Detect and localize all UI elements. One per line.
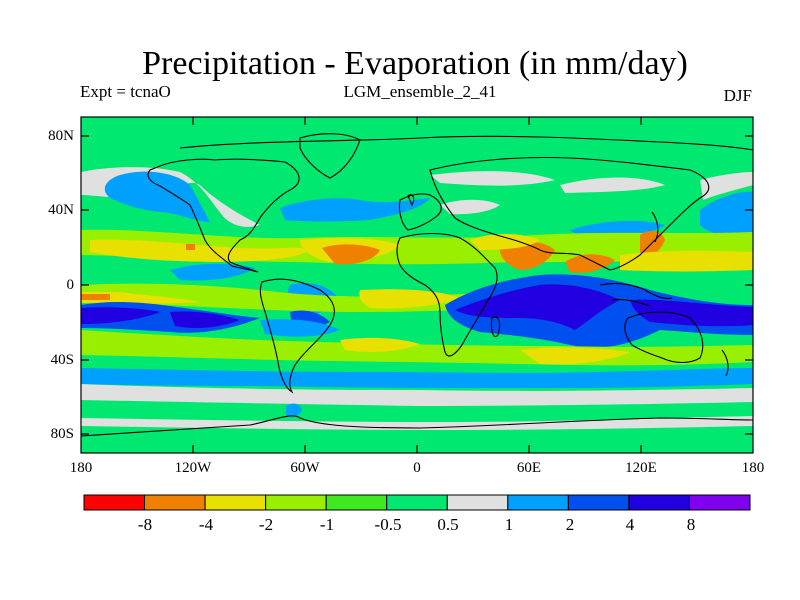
band-arabian-yellow bbox=[470, 234, 540, 250]
band-south-atlantic-yellow-band bbox=[340, 337, 420, 352]
plot-title: Precipitation - Evaporation (in mm/day) bbox=[142, 45, 688, 82]
band-warm-pool-indigo bbox=[455, 284, 620, 330]
coast-uk bbox=[407, 194, 415, 207]
band-north-subtropics-yellow bbox=[90, 239, 310, 262]
band-north-atlantic-gray bbox=[440, 199, 500, 215]
lon-label-0: 0 bbox=[413, 460, 421, 476]
lon-label-60e: 60E bbox=[516, 460, 542, 476]
colorbar-label: -1 bbox=[319, 515, 335, 534]
band-siberia-gray bbox=[430, 171, 555, 186]
colorbar-label: 0.5 bbox=[437, 515, 459, 534]
band-west-pacific-orange bbox=[640, 230, 665, 259]
band-east-pacific-blue bbox=[170, 263, 255, 281]
lon-label-60w: 60W bbox=[290, 460, 320, 476]
colorbar-swatch bbox=[628, 494, 690, 511]
band-bengal-orange bbox=[565, 254, 615, 273]
colorbar-swatch bbox=[325, 494, 388, 511]
band-equatorial-yellow bbox=[81, 292, 200, 304]
band-spot-orange bbox=[186, 244, 195, 250]
band-east-asia-gray bbox=[560, 177, 665, 193]
coast-africa bbox=[396, 232, 498, 357]
colorbar-swatch bbox=[446, 494, 509, 511]
lon-label-120e: 120E bbox=[625, 460, 657, 476]
lon-label-120w: 120W bbox=[174, 460, 212, 476]
lon-label-180w: 180 bbox=[69, 460, 93, 476]
colorbar-label: -4 bbox=[198, 515, 214, 534]
band-equatorial-orange bbox=[81, 294, 110, 300]
colorbar-swatch bbox=[265, 494, 327, 511]
coast-australia bbox=[624, 311, 704, 364]
band-antarctic-gray bbox=[81, 416, 753, 430]
colorbar-label: 1 bbox=[504, 515, 514, 534]
band-northeast-pacific-gray bbox=[700, 172, 753, 200]
colorbar-label: 8 bbox=[686, 515, 696, 534]
coast-indonesia bbox=[599, 283, 673, 307]
colorbar-label: 2 bbox=[565, 515, 575, 534]
lon-label-180e: 180 bbox=[741, 460, 765, 476]
band-south-pacific-indigo bbox=[81, 307, 160, 324]
coast-japan bbox=[651, 211, 659, 243]
lat-label-40n: 40N bbox=[48, 202, 74, 218]
colorbar-label: -0.5 bbox=[374, 515, 402, 534]
coast-new-zealand bbox=[721, 349, 729, 377]
coast-north-america bbox=[147, 158, 300, 273]
band-weddell-blue bbox=[286, 403, 302, 418]
lat-ticks bbox=[81, 135, 753, 435]
band-southern-ocean-gray bbox=[81, 384, 753, 406]
colorbar-swatch bbox=[688, 494, 751, 511]
lat-label-40s: 40S bbox=[50, 352, 74, 368]
colorbar-swatch bbox=[386, 494, 448, 511]
band-south-indian-yellow bbox=[520, 347, 630, 365]
run-label: LGM_ensemble_2_41 bbox=[343, 82, 497, 101]
band-north-atlantic-blue bbox=[280, 198, 430, 222]
experiment-label: Expt = tcnaO bbox=[80, 82, 171, 101]
colorbar-label: 4 bbox=[625, 515, 635, 534]
lat-label-80s: 80S bbox=[50, 426, 74, 442]
band-southern-ocean-blue bbox=[81, 368, 753, 388]
coast-antarctica bbox=[81, 415, 753, 437]
band-atlantic-blue-south bbox=[260, 319, 340, 337]
colorbar-swatch bbox=[83, 494, 146, 511]
coast-south-america bbox=[259, 278, 335, 394]
colorbar-swatch bbox=[567, 494, 630, 511]
coast-europe bbox=[398, 193, 442, 231]
lat-label-0: 0 bbox=[66, 277, 75, 293]
coast-greenland bbox=[299, 133, 361, 179]
coast-asia bbox=[429, 156, 710, 271]
colorbar-swatch bbox=[144, 494, 206, 511]
season-label: DJF bbox=[723, 86, 752, 105]
band-northeast-pacific-blue bbox=[700, 191, 753, 237]
band-north-pacific-blue bbox=[104, 171, 210, 222]
lon-ticks bbox=[192, 117, 642, 453]
coastlines bbox=[81, 133, 753, 437]
band-north-pacific-yellow bbox=[620, 250, 753, 272]
band-warm-pool-indigo-east bbox=[630, 299, 753, 327]
coast-madagascar bbox=[490, 316, 501, 337]
coast-arctic bbox=[179, 135, 753, 151]
band-spcz-indigo bbox=[170, 311, 240, 328]
colorbar-label: -8 bbox=[137, 515, 153, 534]
colorbar-swatch bbox=[507, 494, 569, 511]
band-north-atlantic-orange bbox=[322, 244, 380, 265]
colorbar bbox=[83, 494, 751, 511]
colorbar-swatch bbox=[204, 494, 267, 511]
lat-label-80n: 80N bbox=[48, 128, 74, 144]
band-arabian-orange bbox=[500, 241, 555, 270]
colorbar-label: -2 bbox=[258, 515, 274, 534]
